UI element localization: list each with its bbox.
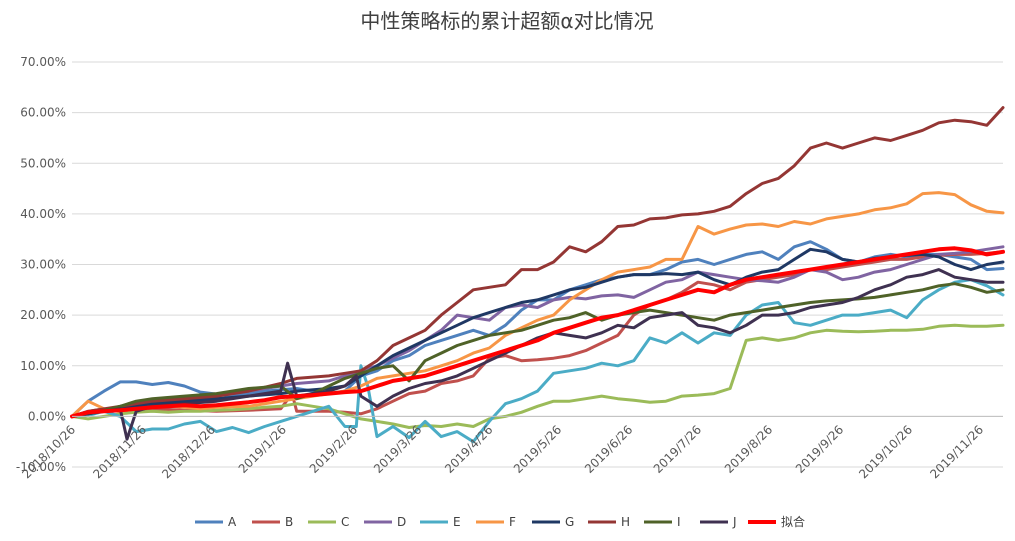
legend: A B C D E F G H I J 拟合 <box>195 514 805 529</box>
legend-label: C <box>341 515 349 529</box>
series-lines <box>70 106 1005 444</box>
y-tick-label: 30.00% <box>20 258 66 272</box>
series-line-C <box>70 323 1005 429</box>
series-line-H <box>70 106 1005 418</box>
y-tick-label: 40.00% <box>20 207 66 221</box>
y-tick-label: 50.00% <box>20 156 66 170</box>
y-tick-label: 20.00% <box>20 308 66 322</box>
legend-label: G <box>565 515 574 529</box>
y-tick-label: 60.00% <box>20 106 66 120</box>
y-tick-label: -10.00% <box>16 460 66 474</box>
series-line-拟合 <box>70 246 1005 419</box>
legend-label: E <box>453 515 461 529</box>
y-tick-label: 70.00% <box>20 55 66 69</box>
x-tick-label: 2019/4/26 <box>442 423 495 476</box>
x-tick-label: 2019/7/26 <box>651 423 704 476</box>
legend-label: F <box>509 515 516 529</box>
x-tick-label: 2019/6/26 <box>582 423 635 476</box>
legend-label: I <box>677 515 681 529</box>
x-axis-tick-labels: 2018/10/26 2018/11/26 2018/12/26 2019/1/26 2… <box>19 423 986 482</box>
x-tick-label: 2019/5/26 <box>511 423 564 476</box>
series-line-E <box>70 278 1005 444</box>
x-tick-label: 2019/11/26 <box>927 423 986 482</box>
y-tick-label: 0.00% <box>28 409 66 423</box>
series-line-J <box>70 268 1005 441</box>
legend-label: B <box>285 515 293 529</box>
x-tick-label: 2018/12/26 <box>159 423 218 482</box>
legend-label: D <box>397 515 406 529</box>
x-tick-label: 2018/11/26 <box>90 423 149 482</box>
x-tick-label: 2019/9/26 <box>793 423 846 476</box>
legend-label: A <box>228 515 237 529</box>
legend-label: J <box>732 515 737 529</box>
x-tick-label: 2019/10/26 <box>856 423 915 482</box>
x-tick-label: 2019/2/26 <box>307 423 360 476</box>
legend-label: H <box>621 515 630 529</box>
chart-title: 中性策略标的累计超额α对比情况 <box>360 9 653 33</box>
series-line-F <box>70 191 1005 418</box>
legend-label: 拟合 <box>781 514 805 529</box>
series-line-B <box>70 250 1005 418</box>
y-tick-label: 10.00% <box>20 359 66 373</box>
y-axis-tick-labels: -10.00% 0.00% 10.00% 20.00% 30.00% 40.00% 50.0… <box>16 55 66 474</box>
x-tick-label: 2019/8/26 <box>722 423 775 476</box>
